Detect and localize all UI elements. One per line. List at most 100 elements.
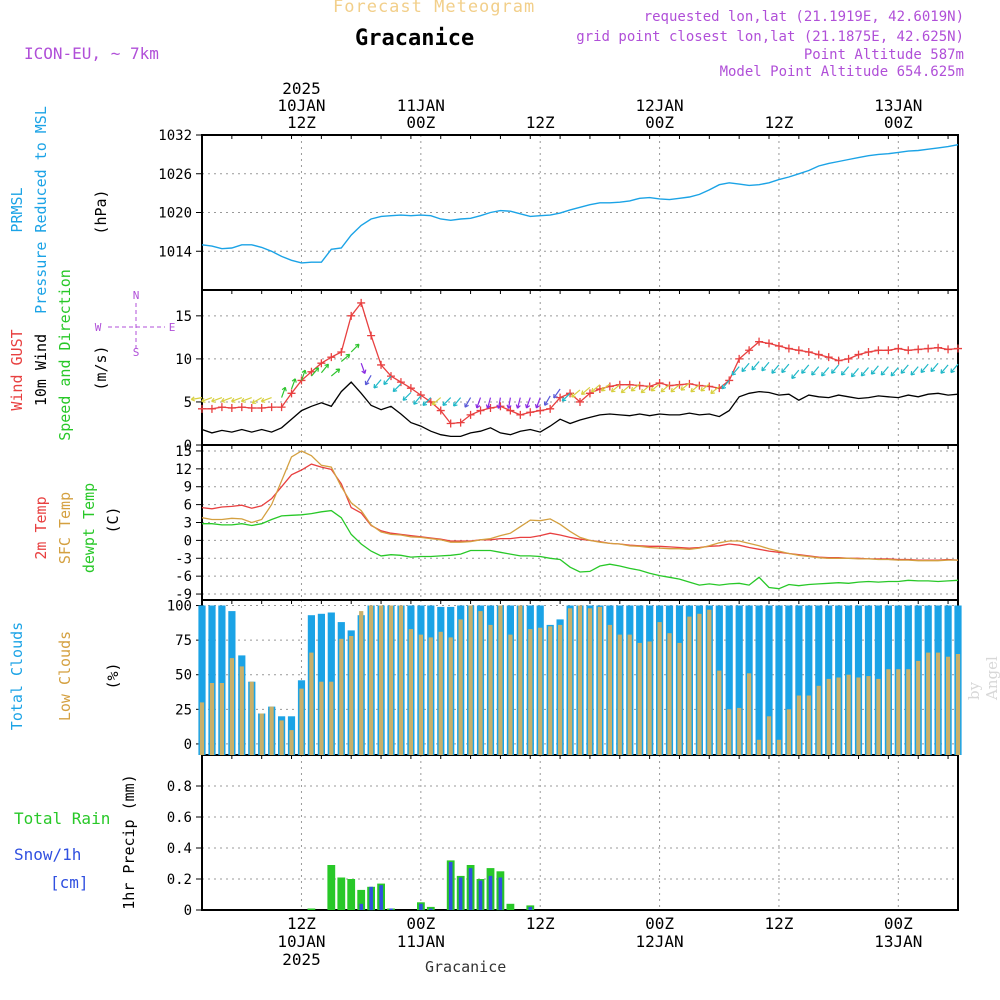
snow-bar	[488, 875, 493, 910]
wind-direction-arrow	[801, 364, 810, 374]
gust-marker	[337, 348, 346, 356]
credit-watermark: by Angel	[965, 656, 1000, 700]
low-cloud-bar	[518, 605, 523, 755]
low-cloud-bar	[876, 678, 881, 755]
low-cloud-bar	[199, 702, 205, 755]
low-cloud-bar	[717, 670, 722, 755]
low-cloud-bar	[319, 681, 324, 755]
y-tick-label: 0	[184, 737, 192, 753]
point-altitude: Point Altitude 587m	[803, 47, 964, 63]
wind-direction-arrow	[761, 361, 770, 372]
gust-marker	[297, 376, 306, 385]
temp-2m-line	[201, 463, 959, 561]
rain-bar	[337, 877, 346, 910]
low-cloud-bar	[438, 631, 443, 755]
compass-n: N	[133, 289, 140, 302]
gust-marker	[685, 379, 694, 388]
total-cloud-bar	[795, 605, 803, 755]
snow-bar	[359, 903, 363, 910]
low-cloud-bar	[448, 637, 453, 755]
wind-direction-arrow	[360, 362, 367, 374]
wind-direction-arrow	[300, 369, 307, 381]
y-tick-label: 15	[175, 309, 192, 325]
compass-e: E	[169, 321, 176, 334]
y-tick-label: 75	[175, 633, 192, 649]
gust-marker	[516, 410, 525, 419]
low-cloud-bar	[786, 709, 791, 755]
time-label-bottom: 12Z	[526, 914, 555, 933]
low-cloud-bar	[946, 656, 951, 755]
snow-bar	[458, 877, 463, 910]
low-cloud-bar	[289, 730, 294, 755]
gust-marker	[506, 406, 515, 415]
low-cloud-bar	[219, 683, 224, 755]
y-tick-label: 50	[175, 668, 192, 684]
compass-w: W	[95, 321, 102, 334]
y-tick-label: -9	[175, 587, 192, 603]
rain-bar	[307, 908, 316, 910]
y-tick-label: 25	[175, 702, 192, 718]
label-dewpt-temp: dewpt Temp	[80, 483, 98, 573]
low-cloud-bar	[936, 652, 941, 755]
time-label-top: 12Z	[287, 113, 316, 132]
label-speed-direction: Speed and Direction	[56, 269, 74, 441]
gust-marker	[237, 403, 246, 412]
low-cloud-bar	[687, 616, 692, 755]
wind-direction-arrow	[350, 343, 360, 353]
wind-direction-arrow	[496, 397, 502, 409]
wind-direction-arrow	[731, 366, 740, 376]
y-tick-label: 0.4	[167, 841, 192, 857]
y-tick-label: 6	[184, 498, 192, 514]
gust-marker	[844, 354, 853, 363]
time-label-top: 12Z	[764, 113, 793, 132]
low-cloud-bar	[428, 637, 433, 755]
label-wind-gust: Wind GUST	[8, 329, 26, 410]
low-cloud-bar	[498, 605, 503, 755]
y-tick-label: 12	[175, 462, 192, 478]
y-tick-label: 1020	[158, 206, 192, 222]
wind-direction-arrow	[506, 397, 512, 409]
rain-bar	[347, 879, 356, 910]
low-cloud-bar	[548, 626, 553, 755]
gust-marker	[257, 403, 266, 412]
low-cloud-bar	[737, 707, 742, 755]
gust-marker	[307, 367, 316, 376]
label-percent: (%)	[104, 662, 122, 689]
snow-bar	[468, 868, 473, 910]
y-tick-label: 0	[184, 903, 192, 919]
wind-direction-arrow	[721, 380, 730, 390]
pressure-line	[201, 144, 959, 264]
low-cloud-bar	[279, 720, 284, 755]
snow-bar	[369, 886, 373, 911]
time-label-top: 2025	[282, 79, 321, 98]
low-cloud-bar	[766, 716, 772, 756]
wind-direction-arrow	[413, 395, 422, 405]
total-cloud-bar	[785, 605, 793, 755]
gust-marker	[824, 353, 833, 362]
low-cloud-bar	[757, 739, 762, 755]
low-cloud-bar	[776, 739, 782, 755]
label-total-clouds: Total Clouds	[8, 622, 26, 730]
label-hpa: (hPa)	[92, 189, 110, 234]
total-cloud-bar	[198, 605, 206, 755]
gust-marker	[396, 378, 405, 387]
y-tick-label: 0	[184, 533, 192, 549]
wind-direction-arrow	[640, 385, 650, 394]
low-cloud-bar	[657, 622, 662, 755]
low-cloud-bar	[747, 673, 752, 755]
wind-direction-arrow	[840, 366, 850, 376]
gust-marker	[784, 344, 793, 353]
low-cloud-bar	[906, 669, 911, 755]
gust-marker	[526, 408, 535, 417]
gust-marker	[456, 418, 465, 427]
time-label-top: 00Z	[406, 113, 435, 132]
wind-direction-arrow	[515, 397, 521, 409]
wind-direction-arrow	[821, 367, 830, 377]
wind-direction-arrow	[231, 397, 243, 403]
low-cloud-bar	[349, 636, 354, 755]
gust-marker	[814, 350, 823, 359]
label-celsius: (C)	[104, 506, 122, 533]
gust-marker	[914, 345, 923, 354]
low-cloud-bar	[249, 681, 254, 755]
